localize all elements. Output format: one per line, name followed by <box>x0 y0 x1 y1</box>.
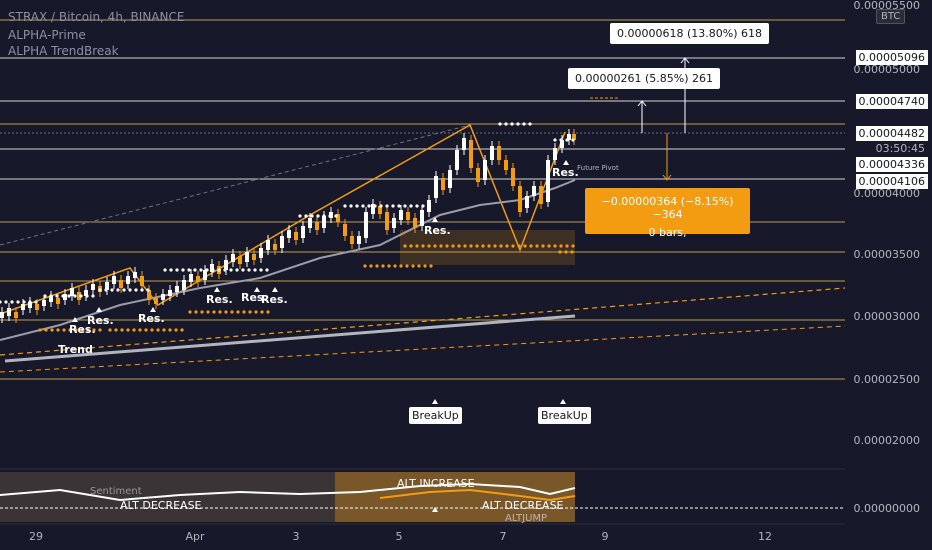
sentiment-label: Sentiment <box>90 486 142 497</box>
price-tick: 0.00003000 <box>854 310 920 323</box>
price-tag-level: 0.00004336 <box>855 157 928 172</box>
bar-countdown: 03:50:45 <box>872 141 928 156</box>
time-tick: 7 <box>500 530 507 543</box>
support-zone <box>400 230 575 265</box>
res-label: Res. <box>69 323 96 336</box>
level-lines <box>0 19 845 380</box>
measure-tooltip-lower-value: −0.00000364 (−8.15%) −364 <box>601 195 734 221</box>
pivot-dots <box>0 122 575 332</box>
alt-jump-label: ALTJUMP <box>505 513 547 524</box>
measure-tooltip-lower: −0.00000364 (−8.15%) −364 0 bars, <box>585 188 750 239</box>
price-tick: 0.00003500 <box>854 248 920 261</box>
time-tick: 3 <box>293 530 300 543</box>
currency-button[interactable]: BTC <box>876 9 906 24</box>
trend-lines <box>0 124 846 373</box>
alt-increase-label: ALT INCREASE <box>397 477 475 490</box>
price-tag-level: 0.00004740 <box>855 94 928 109</box>
trend-label: Trend <box>58 343 93 356</box>
indicator-alpha-trendbreak[interactable]: ALPHA TrendBreak <box>8 44 119 58</box>
time-tick: 5 <box>396 530 403 543</box>
res-label: Res. <box>241 291 268 304</box>
time-tick: 29 <box>29 530 43 543</box>
res-label: Res. <box>206 293 233 306</box>
chart-title: STRAX / Bitcoin, 4h, BINANCE <box>8 10 185 24</box>
oscillator-panel <box>0 468 845 522</box>
candlesticks <box>0 129 576 323</box>
price-tag-level: 0.00004106 <box>855 174 928 189</box>
price-tick: 0.00000000 <box>854 502 920 515</box>
res-label: Res. <box>87 314 114 327</box>
res-label: Res. <box>261 293 288 306</box>
time-tick: Apr <box>185 530 205 543</box>
signal-markers <box>72 160 569 512</box>
price-tick: 0.00002000 <box>854 434 920 447</box>
time-tick: 9 <box>602 530 609 543</box>
future-pivot-label: Future Pivot <box>577 164 619 172</box>
measure-tooltip-middle: 0.00000261 (5.85%) 261 <box>568 68 720 89</box>
alt-decrease-label: ALT DECREASE <box>482 499 564 512</box>
res-label: Res. <box>552 166 579 179</box>
time-axis[interactable]: 29 Apr 3 5 7 9 12 <box>0 523 845 543</box>
price-axis[interactable]: 0.00005500 0.00005000 0.00004000 0.00003… <box>854 0 920 515</box>
price-tick: 0.00002500 <box>854 373 920 386</box>
indicator-alpha-prime[interactable]: ALPHA-Prime <box>8 28 86 42</box>
price-tick: 0.00005000 <box>854 63 920 76</box>
res-label: Res. <box>424 224 451 237</box>
price-tag-last: 0.00004482 <box>855 126 928 141</box>
res-label: Res. <box>138 312 165 325</box>
chart-annotations: Res. Res. Res. Res. Res. Res. Res. Res. … <box>58 164 619 524</box>
alt-decrease-label: ALT DECREASE <box>120 499 202 512</box>
time-tick: 12 <box>758 530 772 543</box>
measure-tooltip-lower-bars: 0 bars, <box>648 226 687 239</box>
price-tick: 0.00004000 <box>854 187 920 200</box>
price-tag-level: 0.00005096 <box>855 50 928 65</box>
measure-tooltip-upper: 0.00000618 (13.80%) 618 <box>610 23 769 44</box>
breakup-tag: BreakUp <box>409 407 462 424</box>
breakup-tag: BreakUp <box>538 407 591 424</box>
